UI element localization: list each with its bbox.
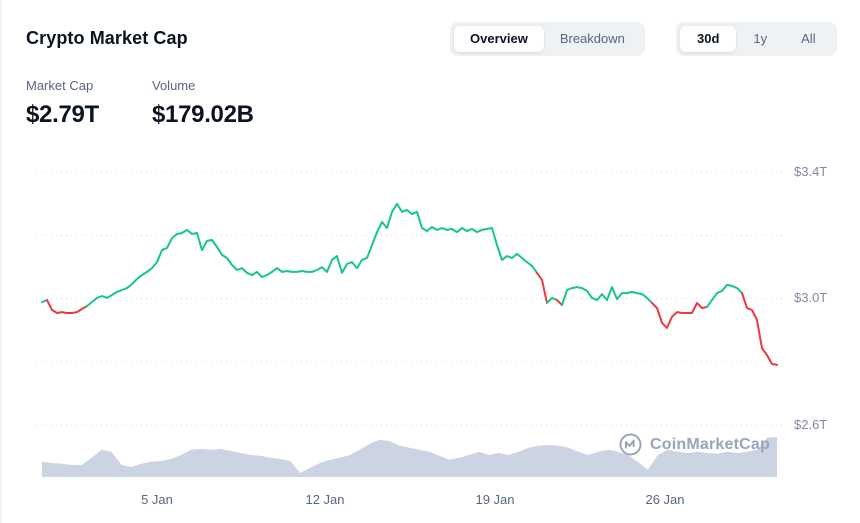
watermark-text: CoinMarketCap [650, 435, 770, 453]
tab-overview[interactable]: Overview [454, 26, 544, 52]
volume-stat: Volume $179.02B [152, 78, 254, 129]
market-cap-line-up-segment [706, 283, 743, 308]
market-cap-line-up-segment [86, 202, 538, 308]
market-cap-label: Market Cap [26, 78, 94, 93]
market-cap-line-down-segment [651, 301, 708, 329]
market-cap-line-up-segment [561, 286, 653, 307]
x-axis-label-5-jan: 5 Jan [141, 492, 173, 507]
volume-value: $179.02B [152, 101, 254, 128]
x-axis-label-12-jan: 12 Jan [305, 492, 345, 507]
coinmarketcap-watermark: CoinMarketCap [618, 432, 770, 457]
y-axis-label-3-4t: $3.4T [794, 164, 828, 179]
volume-label: Volume [152, 78, 196, 93]
y-axis-label-2-6t: $2.6T [794, 417, 828, 432]
range-1y-button[interactable]: 1y [736, 26, 784, 52]
view-tab-group: Overview Breakdown [450, 22, 645, 56]
range-all-button[interactable]: All [784, 26, 832, 52]
volume-area [42, 437, 777, 477]
tab-breakdown[interactable]: Breakdown [544, 26, 641, 52]
x-axis-label-26-jan: 26 Jan [645, 492, 685, 507]
market-cap-line-down-segment [556, 299, 563, 307]
market-cap-line-down-segment [46, 299, 88, 314]
page-title: Crypto Market Cap [26, 28, 188, 48]
market-cap-line-down-segment [741, 292, 778, 366]
x-axis-label-19-jan: 19 Jan [475, 492, 515, 507]
market-cap-chart[interactable] [2, 140, 860, 523]
market-cap-value: $2.79T [26, 101, 99, 128]
market-cap-stat: Market Cap $2.79T [26, 78, 99, 129]
y-axis-label-3-0t: $3.0T [794, 290, 828, 305]
range-tab-group: 30d 1y All [676, 22, 837, 56]
range-30d-button[interactable]: 30d [680, 26, 737, 52]
coinmarketcap-logo-icon [619, 433, 642, 456]
market-cap-line-up-segment [546, 296, 558, 304]
market-cap-line-down-segment [536, 271, 548, 304]
